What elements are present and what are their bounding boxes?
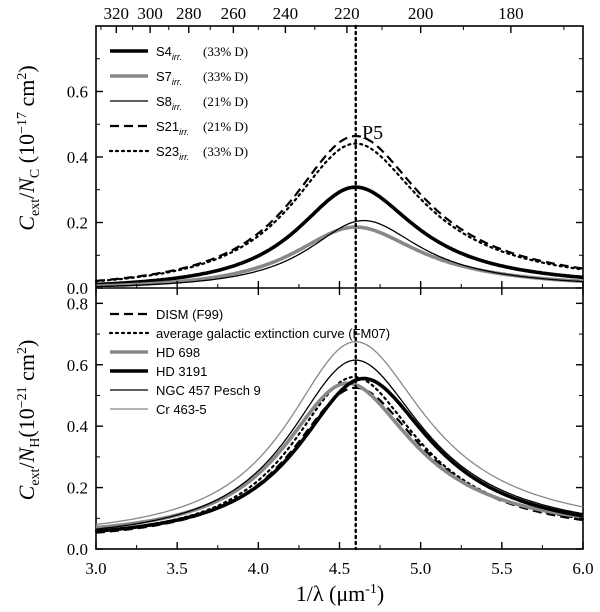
- legend-note-top-2: (21% D): [203, 94, 248, 109]
- top-tick-label-7: 180: [498, 4, 524, 23]
- legend-label-bottom-1: average galactic extinction curve (FM07): [156, 326, 390, 341]
- top-tick-label-6: 200: [408, 4, 434, 23]
- axis-ticks: 0.0 0.2 0.4 0.6 0.0 0.2 0.4 0.6 0.8 3.0 3.5 4.0 4.5 5…: [67, 4, 594, 578]
- legend-label-bottom-5: Cr 463-5: [156, 402, 207, 417]
- series-line-top-3: [95, 134, 584, 282]
- y-axis-label-bottom: Cext/NH(10−21 cm2): [14, 340, 43, 501]
- legend-label-top-4: S23irr.: [156, 144, 189, 162]
- y-tick-label-top-2: 0.4: [67, 148, 89, 167]
- legend-note-top-0: (33% D): [203, 44, 248, 59]
- y-axis-label-top: Cext/NC (10−17 cm2): [14, 65, 43, 230]
- legend-label-top-3: S21irr.: [156, 119, 189, 137]
- x-tick-label-6: 6.0: [572, 559, 593, 578]
- y-tick-label-bottom-1: 0.2: [67, 479, 88, 498]
- x-tick-label-2: 4.0: [248, 559, 269, 578]
- legend-note-top-3: (21% D): [203, 119, 248, 134]
- y-tick-label-top-3: 0.6: [67, 83, 88, 102]
- top-tick-label-1: 300: [137, 4, 163, 23]
- top-tick-label-0: 320: [104, 4, 130, 23]
- series-line-top-4: [94, 142, 585, 283]
- legend-label-top-0: S4irr.: [156, 44, 182, 62]
- x-tick-label-3: 4.5: [329, 559, 350, 578]
- series-line-bottom-4: [95, 359, 584, 530]
- series-line-top-0: [95, 185, 584, 287]
- series-line-bottom-3: [95, 376, 584, 533]
- series-line-bottom-5: [95, 341, 584, 526]
- x-tick-label-1: 3.5: [167, 559, 188, 578]
- top-tick-label-5: 220: [334, 4, 360, 23]
- legend-label-bottom-4: NGC 457 Pesch 9: [156, 383, 261, 398]
- top-tick-label-4: 240: [273, 4, 299, 23]
- x-tick-label-4: 5.0: [410, 559, 431, 578]
- x-tick-label-0: 3.0: [85, 559, 106, 578]
- y-tick-label-bottom-4: 0.8: [67, 294, 88, 313]
- legend-note-top-1: (33% D): [203, 69, 248, 84]
- x-tick-label-5: 5.5: [491, 559, 512, 578]
- series-line-bottom-1: [94, 375, 585, 533]
- legend-label-top-2: S8irr.: [156, 94, 182, 112]
- legend-label-bottom-2: HD 698: [156, 345, 200, 360]
- annotation-p5: P5: [362, 122, 383, 144]
- top-tick-label-3: 260: [221, 4, 247, 23]
- y-tick-label-top-0: 0.0: [67, 279, 88, 298]
- y-tick-label-top-1: 0.2: [67, 214, 88, 233]
- legend-label-top-1: S7irr.: [156, 69, 182, 87]
- y-tick-label-bottom-3: 0.6: [67, 356, 88, 375]
- legend-label-bottom-0: DISM (F99): [156, 307, 223, 322]
- y-tick-label-bottom-2: 0.4: [67, 417, 89, 436]
- x-axis-label: 1/λ (μm-1): [296, 581, 385, 606]
- top-tick-label-2: 280: [176, 4, 202, 23]
- y-tick-label-bottom-0: 0.0: [67, 540, 88, 559]
- legend-note-top-4: (33% D): [203, 144, 248, 159]
- legend-label-bottom-3: HD 3191: [156, 364, 207, 379]
- legends: S4irr. (33% D) S7irr. (33% D) S8irr. (21% D) S…: [108, 44, 390, 417]
